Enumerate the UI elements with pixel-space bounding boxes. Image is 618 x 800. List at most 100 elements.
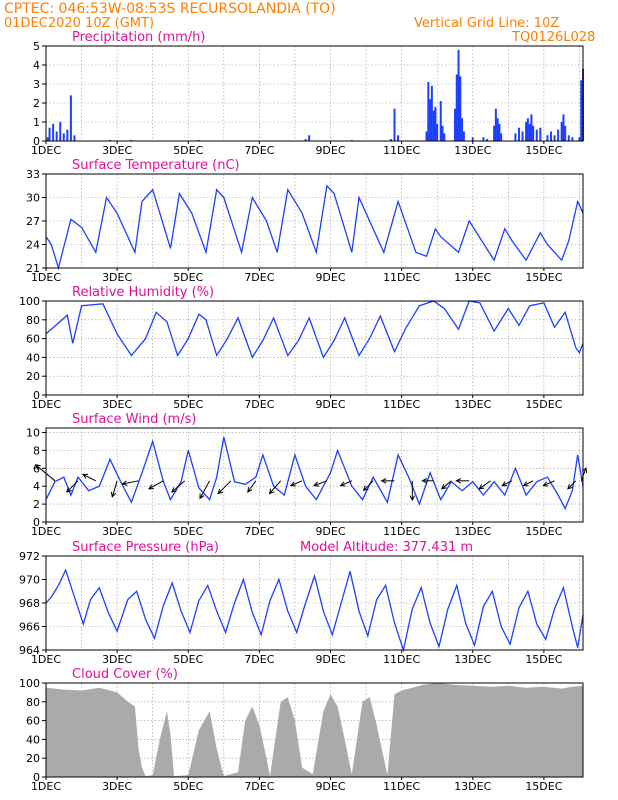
x-tick-label: 13DEC (454, 398, 491, 411)
x-tick-label: 9DEC (315, 398, 345, 411)
y-tick-label: 0 (33, 516, 40, 529)
precip-bar (567, 135, 570, 141)
precip-bar (425, 131, 428, 141)
y-tick-label: 4 (33, 480, 40, 493)
x-tick-label: 13DEC (454, 780, 491, 793)
x-tick-label: 9DEC (315, 653, 345, 666)
wind-arrow (111, 480, 118, 497)
precip-bar (514, 133, 517, 141)
y-tick-label: 100 (19, 295, 40, 308)
y-tick-label: 30 (26, 192, 40, 205)
precip-bar (455, 74, 458, 141)
precip-bar (530, 114, 533, 141)
precip-bar (66, 129, 69, 141)
precip-bar (562, 114, 565, 141)
wind-arrow-head (171, 487, 177, 493)
panel-title: Cloud Cover (%) (72, 667, 178, 682)
precip-bar (461, 118, 464, 141)
precip-bar (308, 135, 311, 141)
x-tick-label: 7DEC (244, 780, 274, 793)
y-tick-label: 3 (33, 78, 40, 91)
y-tick-label: 33 (26, 168, 40, 181)
panel-frame (45, 427, 584, 523)
panel-frame (45, 45, 584, 142)
wind-arrow (479, 480, 491, 490)
x-tick-label: 3DEC (102, 780, 132, 793)
y-tick-label: 24 (26, 239, 40, 252)
precip-bar (498, 123, 501, 141)
precip-bar (397, 135, 400, 141)
wind-arrow-head (440, 484, 447, 490)
wind-arrow-head (148, 484, 155, 490)
precip-bar (427, 82, 430, 141)
y-tick-label: 6 (33, 462, 40, 475)
panel-1: 0 1 2 3 4 5 1DEC 3DEC 5DEC 7DEC 9DEC 11DEC 13DEC 15DE… (31, 30, 584, 157)
y-tick-label: 80 (26, 314, 40, 327)
panel-frame (45, 682, 584, 778)
x-tick-label: 5DEC (173, 144, 203, 157)
precip-bar (48, 127, 51, 141)
precip-bar (453, 108, 456, 141)
precip-bar (494, 108, 497, 141)
x-tick-label: 1DEC (31, 525, 61, 538)
panel-title: Surface Wind (m/s) (72, 412, 196, 427)
precip-bar (429, 99, 432, 141)
precip-bar (535, 129, 538, 141)
precip-bar (62, 133, 65, 141)
x-tick-label: 3DEC (102, 144, 132, 157)
wind-arrow-head (289, 481, 296, 487)
y-tick-label: 1 (33, 116, 40, 129)
x-tick-label: 3DEC (102, 271, 132, 284)
precip-bar (436, 123, 439, 141)
wind-arrow (523, 480, 534, 487)
x-tick-label: 3DEC (102, 525, 132, 538)
wind-arrow-head (34, 464, 41, 470)
x-tick-label: 9DEC (315, 271, 345, 284)
wind-arrow (217, 480, 232, 494)
precip-bar (393, 108, 396, 141)
wind-arrow (502, 480, 513, 487)
wind-arrow-head (455, 478, 462, 484)
wind-arrow-head (421, 478, 428, 484)
wind-arrow (247, 480, 257, 493)
y-tick-label: 80 (26, 696, 40, 709)
precip-bar (485, 139, 488, 141)
x-tick-label: 7DEC (244, 398, 274, 411)
x-tick-label: 5DEC (173, 525, 203, 538)
wind-arrow-head (501, 481, 508, 487)
precip-bar (546, 135, 549, 141)
x-tick-label: 15DEC (525, 653, 562, 666)
meteogram-panels: 0 1 2 3 4 5 1DEC 3DEC 5DEC 7DEC 9DEC 11DEC 13DEC 15DE… (19, 30, 588, 793)
panel-frame (45, 300, 584, 396)
precip-bar (389, 139, 392, 141)
wind-arrow-head (581, 466, 588, 474)
precip-bar (432, 110, 435, 141)
precip-bar (500, 133, 503, 141)
wind-arrow (567, 480, 577, 490)
precip-bar (578, 137, 581, 141)
header-grid-note: Vertical Grid Line: 10Z (414, 16, 559, 31)
panel-title: Precipitation (mm/h) (72, 30, 205, 45)
wind-arrow-head (362, 485, 369, 492)
panel-title: Surface Pressure (hPa) (72, 540, 219, 555)
x-tick-label: 1DEC (31, 398, 61, 411)
series-line (45, 300, 584, 359)
wind-arrow (148, 480, 164, 490)
wind-arrow-head (217, 488, 224, 495)
x-tick-label: 3DEC (102, 398, 132, 411)
y-tick-label: 968 (19, 597, 40, 610)
wind-arrow-head (199, 493, 205, 500)
x-tick-label: 11DEC (383, 525, 420, 538)
x-tick-label: 5DEC (173, 271, 203, 284)
series-line (45, 436, 584, 511)
y-tick-label: 972 (19, 550, 40, 563)
wind-arrow (269, 480, 282, 494)
precip-bar (441, 125, 444, 141)
y-tick-label: 40 (26, 351, 40, 364)
precip-bar (564, 125, 567, 141)
precip-bar (539, 127, 542, 141)
wind-arrow (340, 480, 353, 487)
y-tick-label: 20 (26, 370, 40, 383)
x-tick-label: 3DEC (102, 653, 132, 666)
